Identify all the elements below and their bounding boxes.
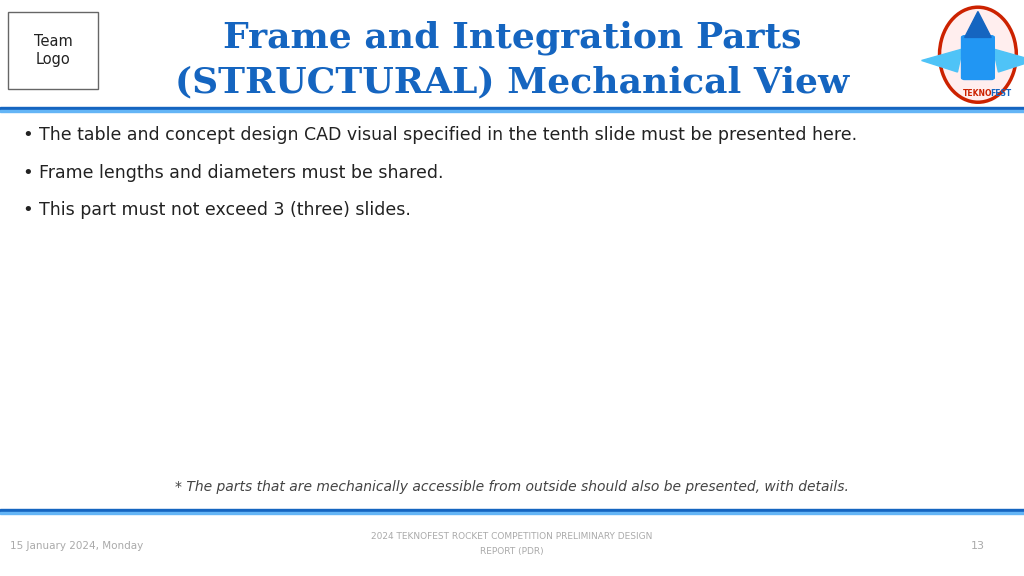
Bar [0,110,1024,112]
Polygon shape [922,49,963,72]
Text: 13: 13 [971,541,985,551]
FancyBboxPatch shape [962,36,994,79]
Text: REPORT (PDR): REPORT (PDR) [480,547,544,556]
Text: •: • [23,201,33,219]
Text: TEKNO: TEKNO [964,89,992,98]
Text: •: • [23,126,33,145]
Text: Frame lengths and diameters must be shared.: Frame lengths and diameters must be shar… [39,164,443,182]
FancyBboxPatch shape [8,12,98,89]
Bar [0,509,1024,512]
Bar [0,512,1024,514]
Polygon shape [965,12,991,37]
Text: Team
Logo: Team Logo [34,34,73,67]
Text: This part must not exceed 3 (three) slides.: This part must not exceed 3 (three) slid… [39,201,411,219]
Text: * The parts that are mechanically accessible from outside should also be present: * The parts that are mechanically access… [175,480,849,494]
Text: Frame and Integration Parts: Frame and Integration Parts [223,20,801,55]
Bar [0,107,1024,110]
Text: 15 January 2024, Monday: 15 January 2024, Monday [10,541,143,551]
Text: FEST: FEST [990,89,1012,98]
Polygon shape [993,49,1024,72]
Text: The table and concept design CAD visual specified in the tenth slide must be pre: The table and concept design CAD visual … [39,126,857,145]
Text: (STRUCTURAL) Mechanical View: (STRUCTURAL) Mechanical View [175,65,849,100]
Text: 2024 TEKNOFEST ROCKET COMPETITION PRELIMINARY DESIGN: 2024 TEKNOFEST ROCKET COMPETITION PRELIM… [372,532,652,541]
Text: •: • [23,164,33,182]
Ellipse shape [940,7,1016,103]
